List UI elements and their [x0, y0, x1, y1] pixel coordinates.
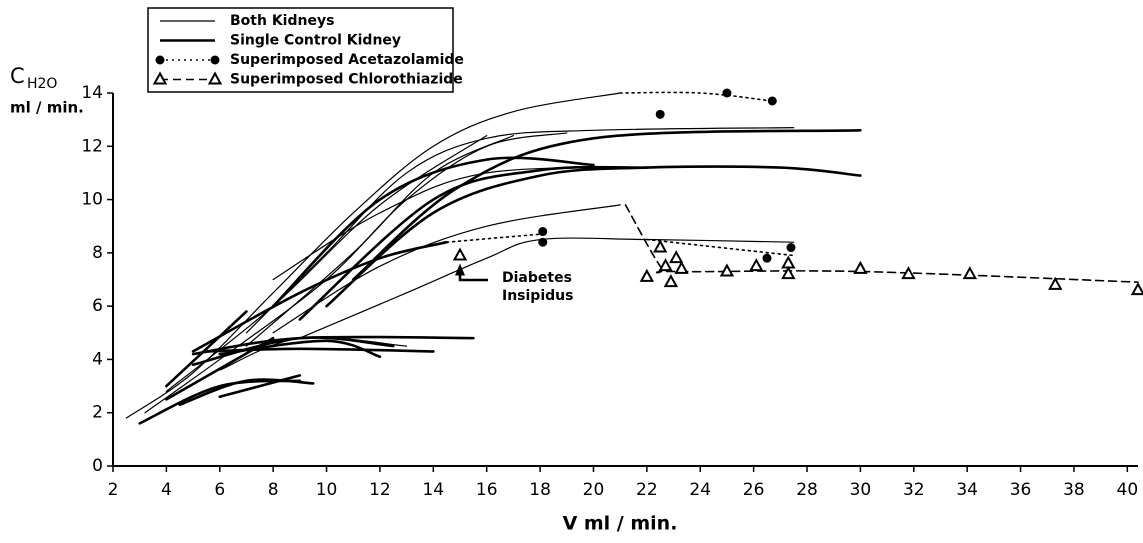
y-tick-label: 0 — [92, 456, 103, 476]
curve — [246, 136, 513, 346]
annotation-text: Insipidus — [502, 288, 573, 304]
curve — [273, 205, 620, 333]
x-tick-label: 10 — [316, 480, 338, 500]
curve — [126, 93, 620, 418]
curve — [447, 234, 540, 242]
triangle-marker — [655, 242, 666, 252]
triangle-marker — [641, 271, 652, 281]
x-tick-label: 6 — [214, 480, 225, 500]
triangle-marker — [665, 276, 676, 286]
y-axis-label-subscript: H2O — [27, 76, 57, 92]
circle-marker — [211, 56, 220, 65]
triangle-marker — [721, 266, 732, 276]
curve — [300, 167, 647, 319]
x-tick-label: 20 — [583, 480, 605, 500]
curve — [193, 242, 447, 351]
circle-marker — [156, 56, 165, 65]
x-tick-label: 16 — [476, 480, 498, 500]
curve — [620, 92, 772, 101]
triangle-marker — [964, 268, 975, 278]
legend-label: Superimposed Acetazolamide — [230, 52, 464, 68]
x-tick-label: 40 — [1117, 480, 1139, 500]
circle-marker — [722, 89, 731, 98]
x-tick-label: 22 — [636, 480, 658, 500]
triangle-marker — [671, 252, 682, 262]
triangle-marker — [783, 268, 794, 278]
circle-marker — [538, 227, 547, 236]
triangle-marker — [855, 263, 866, 273]
circle-marker — [656, 110, 665, 119]
y-tick-label: 12 — [81, 136, 103, 156]
triangle-marker — [676, 263, 687, 273]
circle-marker — [762, 254, 771, 263]
y-axis-label: C — [10, 64, 25, 88]
circle-marker — [768, 96, 777, 105]
triangle-marker — [783, 258, 794, 268]
x-tick-label: 2 — [108, 480, 119, 500]
triangle-marker — [660, 260, 671, 270]
x-tick-label: 4 — [161, 480, 172, 500]
x-tick-label: 24 — [689, 480, 711, 500]
triangle-marker — [1050, 279, 1061, 289]
curve — [327, 167, 861, 307]
y-tick-label: 2 — [92, 403, 103, 423]
triangle-marker — [903, 268, 914, 278]
curve — [626, 205, 1139, 282]
legend-label: Single Control Kidney — [230, 33, 401, 49]
x-tick-label: 26 — [743, 480, 765, 500]
annotation-text: Diabetes — [502, 270, 572, 286]
y-tick-label: 4 — [92, 349, 103, 369]
y-tick-label: 8 — [92, 243, 103, 263]
triangle-marker — [455, 250, 466, 260]
x-tick-label: 18 — [529, 480, 551, 500]
x-tick-label: 28 — [796, 480, 818, 500]
y-axis-units: ml / min. — [10, 99, 84, 117]
legend-label: Both Kidneys — [230, 13, 334, 29]
annotation-arrowhead — [455, 264, 465, 276]
x-tick-label: 12 — [369, 480, 391, 500]
y-tick-label: 14 — [81, 83, 103, 103]
y-tick-label: 10 — [81, 190, 103, 210]
x-tick-label: 38 — [1063, 480, 1085, 500]
circle-marker — [538, 238, 547, 247]
x-tick-label: 36 — [1010, 480, 1032, 500]
x-axis-label: V ml / min. — [563, 513, 678, 535]
curve — [353, 130, 860, 279]
circle-marker — [786, 243, 795, 252]
x-tick-label: 34 — [956, 480, 978, 500]
y-tick-label: 6 — [92, 296, 103, 316]
triangle-marker — [1133, 284, 1143, 294]
x-tick-label: 30 — [850, 480, 872, 500]
x-tick-label: 32 — [903, 480, 925, 500]
legend-label: Superimposed Chlorothiazide — [230, 72, 463, 88]
x-tick-label: 8 — [268, 480, 279, 500]
x-tick-label: 14 — [422, 480, 444, 500]
triangle-marker — [751, 260, 762, 270]
